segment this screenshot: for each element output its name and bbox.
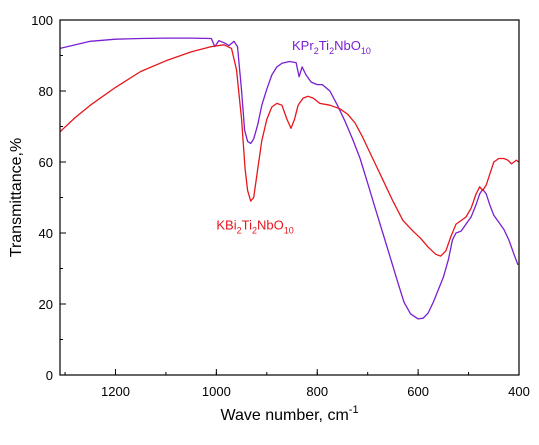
y-tick-label: 0 <box>46 368 53 383</box>
series-label: KBi2Ti2NbO10 <box>216 217 293 235</box>
x-axis-title-text: Wave number, cm <box>220 407 348 424</box>
x-tick-label: 400 <box>508 384 530 399</box>
y-tick-label: 40 <box>39 226 53 241</box>
annotation-layer: KPr2Ti2NbO10 KBi2Ti2NbO10 <box>216 38 370 235</box>
series-line-2 <box>60 44 519 257</box>
x-axis: 1200 1000 800 600 400 <box>64 369 530 399</box>
x-axis-title-superscript: -1 <box>349 404 359 416</box>
y-tick-label: 80 <box>39 84 53 99</box>
x-tick-label: 1200 <box>101 384 130 399</box>
y-axis: 0 20 40 60 80 100 <box>31 13 66 383</box>
x-axis-title: Wave number, cm-1 <box>220 404 358 424</box>
y-tick-label: 20 <box>39 297 53 312</box>
series-label: KPr2Ti2NbO10 <box>292 38 371 56</box>
y-axis-title: Transmittance,% <box>8 138 25 257</box>
plot-frame <box>59 19 520 376</box>
x-tick-label: 600 <box>407 384 429 399</box>
x-tick-label: 1000 <box>202 384 231 399</box>
x-tick-label: 800 <box>306 384 328 399</box>
y-tick-label: 60 <box>39 155 53 170</box>
series-line-1 <box>60 37 519 320</box>
series-layer <box>60 37 519 320</box>
y-tick-label: 100 <box>31 13 53 28</box>
